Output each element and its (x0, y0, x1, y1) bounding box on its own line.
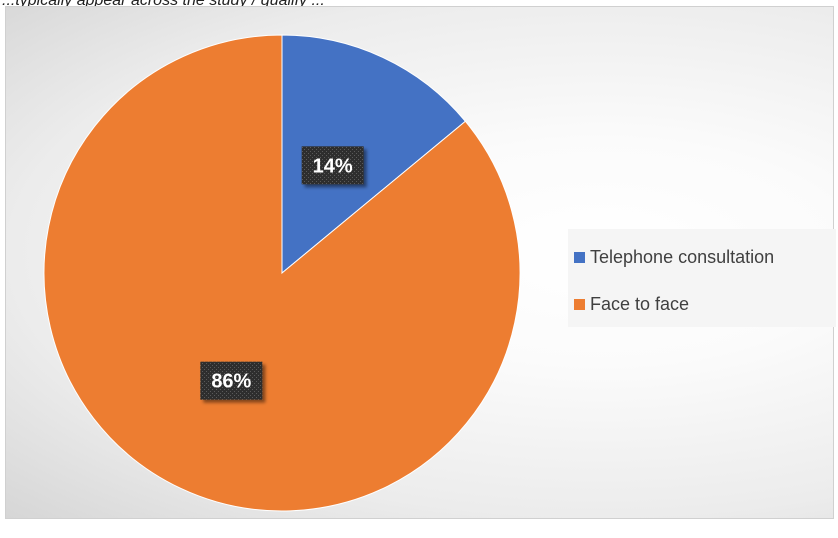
chart-area: 14% 86% Telephone consultation Face to fa… (5, 6, 836, 519)
data-label-box-telephone-consultation (301, 146, 364, 185)
pie-slice-face-to-face (43, 34, 521, 512)
legend-label-telephone-consultation: Telephone consultation (590, 246, 775, 267)
data-label-text-telephone-consultation: 14% (313, 155, 353, 177)
legend-item-face-to-face: Face to face (574, 292, 689, 316)
pie-chart: 14% 86% (43, 34, 521, 512)
data-label-telephone-consultation: 14% (301, 146, 364, 185)
legend: Telephone consultation Face to face (568, 229, 836, 327)
legend-label-face-to-face: Face to face (590, 293, 690, 314)
pie-slice-telephone-consultation (281, 34, 467, 275)
legend-swatch-face-to-face (574, 298, 585, 310)
data-label-text-face-to-face: 86% (211, 371, 251, 393)
legend-item-telephone-consultation: Telephone consultation (574, 245, 774, 269)
top-caption: ...typically appear across the study / q… (2, 0, 325, 9)
legend-swatch-telephone-consultation (574, 251, 585, 263)
data-label-face-to-face: 86% (200, 361, 263, 400)
data-label-box-face-to-face (200, 361, 263, 400)
